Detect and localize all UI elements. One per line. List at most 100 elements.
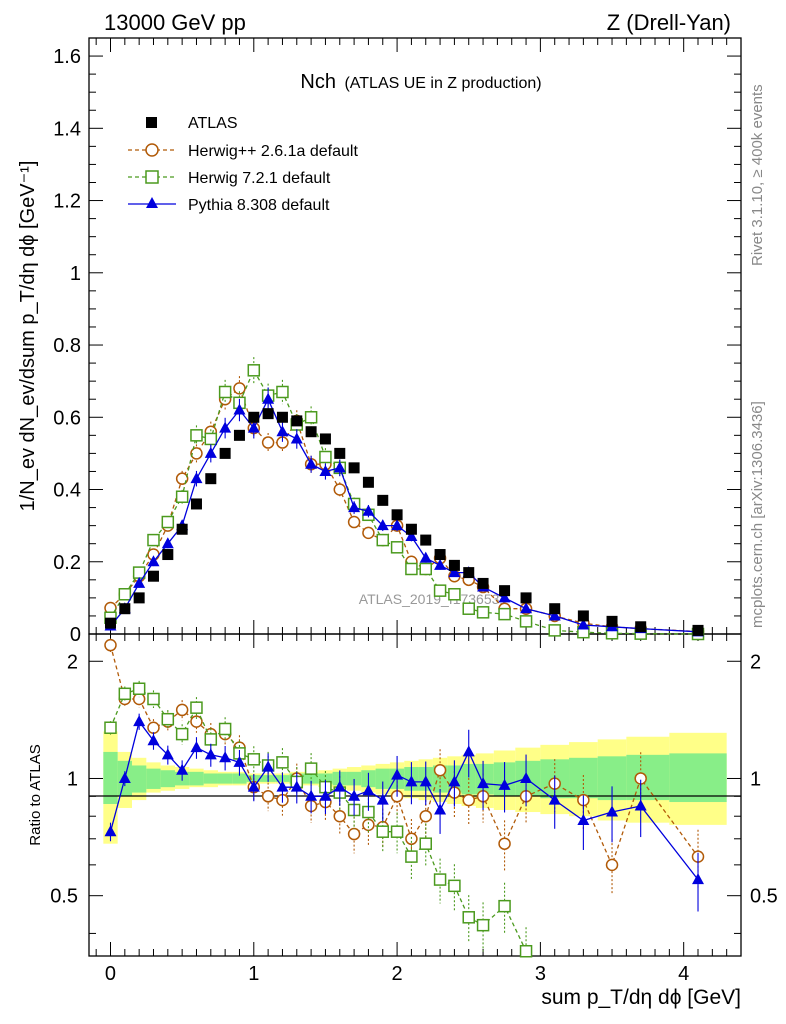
ratio-point-pythia-8-308-default bbox=[333, 780, 346, 792]
x-tick-label: 0 bbox=[105, 963, 116, 985]
series-atlas bbox=[104, 408, 704, 636]
ratio-point-herwig-2-6-1a-default bbox=[175, 703, 189, 717]
ratio-point-herwig-7-2-1-default bbox=[175, 727, 189, 741]
main-point-atlas bbox=[377, 494, 389, 506]
main-point-herwig-7-2-1-default bbox=[433, 584, 447, 597]
legend-marker-pythia bbox=[146, 197, 158, 208]
plot-title: Nch (ATLAS UE in Z production) bbox=[300, 71, 541, 93]
main-point-atlas bbox=[606, 615, 618, 627]
main-point-herwig-2-6-1a-default bbox=[362, 526, 375, 540]
ratio-point-herwig-2-6-1a-default bbox=[498, 837, 511, 850]
main-point-herwig-7-2-1-default bbox=[147, 533, 160, 547]
ratio-point-herwig-7-2-1-default bbox=[405, 850, 418, 863]
y-tick-label-main: 1 bbox=[70, 263, 81, 285]
main-point-pythia-8-308-default bbox=[362, 504, 375, 516]
main-point-atlas bbox=[119, 603, 131, 615]
ratio-point-herwig-2-6-1a-default bbox=[605, 858, 619, 872]
main-point-pythia-8-308-default bbox=[233, 403, 246, 415]
ratio-point-herwig-2-6-1a-default bbox=[462, 793, 475, 807]
main-point-herwig-7-2-1-default bbox=[161, 515, 175, 529]
y-tick-label-ratio-right: 1 bbox=[750, 768, 761, 790]
ratio-point-herwig-7-2-1-default bbox=[519, 944, 533, 958]
ratio-line-herwig-2-6-1a-default bbox=[109, 645, 699, 867]
main-point-atlas bbox=[291, 415, 303, 427]
main-point-atlas bbox=[520, 592, 532, 604]
green-band-segment bbox=[375, 768, 390, 789]
ratio-point-pythia-8-308-default bbox=[462, 745, 475, 757]
series-herwig-7-2-1-default bbox=[104, 357, 705, 958]
ratio-point-herwig-7-2-1-default bbox=[104, 721, 117, 734]
ratio-point-herwig-7-2-1-default bbox=[433, 873, 447, 886]
main-point-atlas bbox=[104, 617, 116, 629]
main-point-atlas bbox=[348, 462, 360, 474]
main-point-pythia-8-308-default bbox=[319, 464, 332, 476]
header-right-label: Z (Drell-Yan) bbox=[607, 10, 731, 35]
main-plot-frame bbox=[88, 37, 742, 635]
ratio-point-pythia-8-308-default bbox=[204, 748, 217, 760]
ratio-point-herwig-7-2-1-default bbox=[218, 722, 232, 736]
ratio-point-herwig-2-6-1a-default bbox=[347, 827, 361, 841]
ratio-point-herwig-7-2-1-default bbox=[498, 899, 511, 913]
ratio-point-herwig-2-6-1a-default bbox=[147, 721, 160, 734]
main-point-herwig-7-2-1-default bbox=[448, 588, 461, 601]
main-point-pythia-8-308-default bbox=[262, 392, 275, 404]
main-point-pythia-8-308-default bbox=[419, 551, 432, 563]
ratio-point-herwig-7-2-1-default bbox=[419, 837, 432, 850]
main-point-pythia-8-308-default bbox=[204, 446, 217, 458]
y-tick-label-main: 1.2 bbox=[53, 191, 81, 213]
ratio-point-herwig-7-2-1-default bbox=[132, 682, 146, 696]
main-line-herwig-7-2-1-default bbox=[109, 368, 699, 635]
ratio-point-pythia-8-308-default bbox=[305, 789, 318, 801]
y-axis-label-main: 1/N_ev dN_ev/dsum p_T/dη dϕ [GeV⁻¹] bbox=[17, 161, 39, 512]
ratio-point-pythia-8-308-default bbox=[233, 755, 246, 767]
ratio-point-herwig-2-6-1a-default bbox=[190, 715, 203, 728]
main-point-herwig-7-2-1-default bbox=[276, 385, 289, 399]
analysis-watermark: ATLAS_2019_I1736531 bbox=[359, 591, 508, 607]
main-point-atlas bbox=[190, 498, 202, 510]
main-point-herwig-7-2-1-default bbox=[247, 364, 261, 377]
ratio-point-pythia-8-308-default bbox=[190, 741, 203, 753]
green-band-segment bbox=[346, 771, 362, 786]
main-point-pythia-8-308-default bbox=[133, 576, 146, 588]
ratio-point-herwig-2-6-1a-default bbox=[132, 692, 146, 706]
ratio-point-pythia-8-308-default bbox=[692, 873, 705, 885]
main-point-herwig-7-2-1-default bbox=[519, 615, 533, 628]
main-point-herwig-2-6-1a-default bbox=[233, 382, 246, 395]
main-point-herwig-7-2-1-default bbox=[319, 450, 332, 464]
main-point-atlas bbox=[319, 433, 331, 445]
main-point-atlas bbox=[305, 426, 317, 438]
main-point-atlas bbox=[420, 534, 432, 546]
y-tick-label-ratio-left: 0.5 bbox=[50, 886, 78, 908]
main-point-atlas bbox=[405, 523, 417, 535]
ratio-point-pythia-8-308-default bbox=[634, 799, 647, 811]
x-tick-label: 3 bbox=[535, 963, 546, 985]
green-band-segment bbox=[318, 773, 333, 784]
legend: ATLAS Herwig++ 2.6.1a default Herwig 7.2… bbox=[128, 115, 358, 214]
main-point-pythia-8-308-default bbox=[147, 555, 160, 567]
y-axis-label-ratio: Ratio to ATLAS bbox=[27, 744, 44, 845]
main-point-pythia-8-308-default bbox=[219, 421, 232, 433]
main-point-herwig-7-2-1-default bbox=[548, 624, 561, 637]
ratio-point-herwig-7-2-1-default bbox=[118, 687, 132, 701]
ratio-point-herwig-7-2-1-default bbox=[304, 762, 318, 775]
main-point-atlas bbox=[219, 447, 231, 459]
y-tick-label-main: 1.6 bbox=[53, 46, 81, 68]
ratio-point-pythia-8-308-default bbox=[520, 771, 533, 783]
main-point-pythia-8-308-default bbox=[247, 421, 260, 433]
x-tick-label: 4 bbox=[678, 963, 689, 985]
ratio-point-pythia-8-308-default bbox=[276, 780, 289, 792]
main-point-atlas bbox=[276, 411, 288, 423]
main-point-herwig-2-6-1a-default bbox=[261, 436, 275, 449]
green-band-segment bbox=[146, 768, 161, 789]
ratio-point-herwig-7-2-1-default bbox=[204, 733, 218, 746]
y-tick-label-main: 1.4 bbox=[53, 118, 81, 140]
legend-label-pythia: Pythia 8.308 default bbox=[188, 197, 330, 214]
main-point-atlas bbox=[499, 585, 511, 597]
main-point-pythia-8-308-default bbox=[190, 472, 203, 484]
y-tick-label-main: 0.4 bbox=[53, 480, 81, 502]
ratio-point-pythia-8-308-default bbox=[434, 803, 447, 815]
main-point-herwig-7-2-1-default bbox=[175, 490, 189, 503]
ratio-point-pythia-8-308-default bbox=[247, 780, 260, 792]
main-point-atlas bbox=[692, 624, 704, 636]
